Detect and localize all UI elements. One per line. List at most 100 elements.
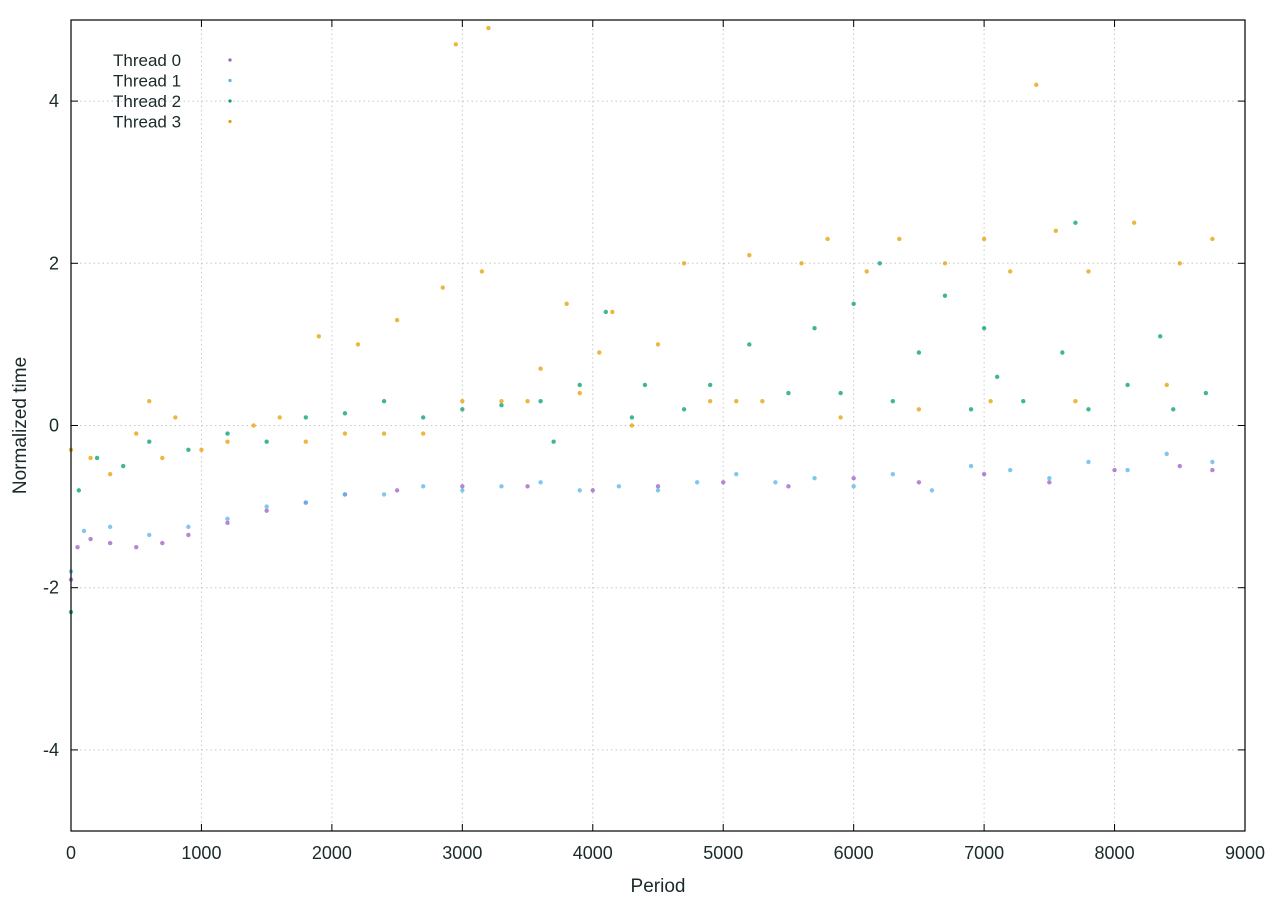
data-point [681,261,687,266]
y-tick-label: 2 [49,253,59,273]
data-point [342,492,348,497]
data-point [890,398,895,404]
x-tick-label: 7000 [964,843,1004,863]
data-point [773,480,778,485]
data-point [629,423,635,428]
x-tick-label: 2000 [312,843,352,863]
data-point [707,398,713,404]
data-point [838,415,843,420]
data-point [440,285,445,290]
data-point [981,236,987,242]
data-point [1021,398,1026,404]
data-point [525,484,530,489]
data-point [120,463,126,469]
data-point [107,524,113,530]
series-3 [68,25,1215,477]
data-point [1171,407,1176,412]
data-point [394,317,400,323]
data-point [838,390,843,396]
data-point [760,398,765,404]
data-point [1073,220,1078,225]
data-point [160,455,165,461]
data-point [355,342,361,347]
series-2 [68,220,1209,615]
legend-label: Thread 3 [113,113,181,132]
data-point [147,439,152,444]
data-point [173,415,178,420]
data-point [968,463,974,469]
data-point [342,431,348,436]
data-point [381,398,387,404]
data-point [225,516,230,521]
data-point [1125,467,1130,473]
data-point [707,382,713,388]
data-point [94,455,100,461]
data-point [225,520,230,526]
legend-marker [228,58,232,62]
data-point [897,236,902,242]
x-tick-label: 4000 [573,843,613,863]
legend-marker [228,119,232,124]
data-point [564,301,569,307]
data-point [655,484,661,489]
data-point [225,431,230,436]
data-point [916,350,922,355]
data-point [721,480,726,485]
data-point [851,301,856,307]
data-point [316,334,322,339]
data-point [597,350,602,355]
data-point [1203,390,1209,396]
data-point [968,407,974,412]
data-point [786,484,791,489]
data-point [186,447,191,453]
data-point [629,415,635,420]
data-point [642,382,648,388]
data-point [264,508,269,513]
data-point [734,471,739,477]
data-point [1008,269,1013,274]
data-point [981,325,987,331]
data-point [1158,334,1163,339]
data-point [303,439,308,444]
data-point [460,488,465,493]
data-point [1125,382,1130,388]
data-point [942,261,948,266]
data-points [68,25,1215,615]
data-point [75,544,80,550]
data-point [499,484,504,489]
data-point [747,252,752,258]
data-point [1210,467,1215,473]
data-point [1086,269,1091,274]
data-point [264,504,269,509]
data-point [1177,463,1182,469]
data-point [655,488,661,493]
data-point [225,439,230,444]
legend-label: Thread 2 [113,92,181,111]
data-point [525,398,530,404]
data-point [1177,261,1182,266]
data-point [538,366,543,371]
data-point [76,488,82,493]
legend-marker [228,78,232,83]
x-tick-label: 5000 [703,843,743,863]
grid-lines [70,20,1246,831]
data-point [590,488,595,493]
data-point [538,480,543,485]
data-point [381,492,387,497]
y-tick-label: 0 [49,416,59,436]
data-point [147,532,152,538]
data-point [825,236,830,242]
data-point [551,439,556,444]
data-point [1047,476,1052,481]
data-point [1131,220,1137,225]
data-point [981,471,987,477]
data-point [303,415,308,420]
data-point [1053,228,1059,234]
y-axis-title: Normalized time [10,357,31,494]
data-point [799,261,804,266]
data-point [460,484,465,489]
data-point [916,407,922,412]
data-point [1034,82,1039,88]
x-tick-label: 6000 [834,843,874,863]
